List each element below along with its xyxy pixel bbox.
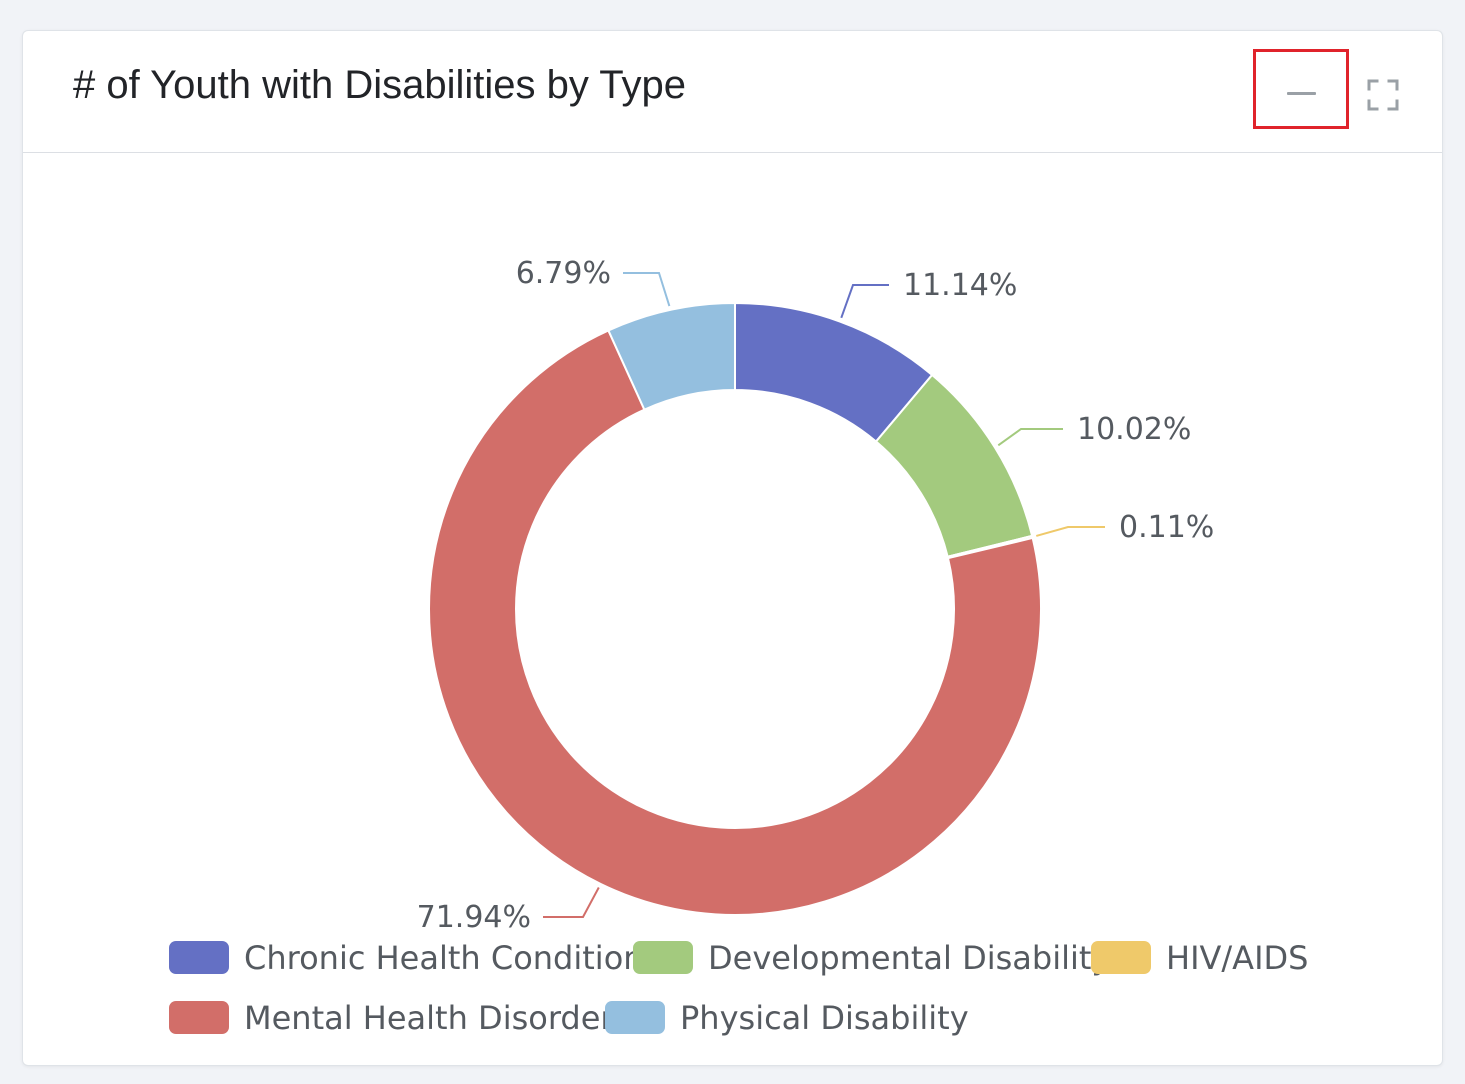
legend-swatch bbox=[633, 941, 693, 974]
legend-swatch bbox=[169, 941, 229, 974]
chart-card: # of Youth with Disabilities by Type 11.… bbox=[22, 30, 1443, 1066]
legend-item-mental-health-disorder[interactable]: Mental Health Disorder bbox=[169, 999, 614, 1037]
legend-item-developmental-disability[interactable]: Developmental Disability bbox=[633, 939, 1110, 977]
minimize-button[interactable] bbox=[1253, 49, 1349, 129]
card-header: # of Youth with Disabilities by Type bbox=[23, 31, 1442, 153]
data-label-mental-health-disorder: 71.94% bbox=[417, 900, 531, 935]
legend-item-chronic-health-condition[interactable]: Chronic Health Condition bbox=[169, 939, 644, 977]
legend-item-hiv-aids[interactable]: HIV/AIDS bbox=[1091, 939, 1308, 977]
legend-label: Developmental Disability bbox=[708, 939, 1110, 977]
leader-line-physical-disability bbox=[623, 272, 671, 307]
legend-label: HIV/AIDS bbox=[1166, 939, 1308, 977]
donut-chart: 11.14% 10.02% 0.11% 71.94% 6.79% Chronic Hea… bbox=[169, 256, 1308, 1037]
data-label-developmental-disability: 10.02% bbox=[1077, 412, 1191, 447]
data-label-physical-disability: 6.79% bbox=[516, 256, 611, 291]
leader-line-hiv-aids bbox=[1036, 526, 1105, 537]
slice-physical-disability[interactable] bbox=[607, 301, 736, 411]
legend-swatch bbox=[605, 1001, 665, 1034]
card-title: # of Youth with Disabilities by Type bbox=[73, 63, 686, 107]
data-label-hiv-aids: 0.11% bbox=[1119, 510, 1214, 545]
legend-label: Mental Health Disorder bbox=[244, 999, 614, 1037]
leader-line-chronic-health-condition bbox=[840, 284, 889, 319]
leader-line-developmental-disability bbox=[997, 428, 1063, 447]
leader-line-mental-health-disorder bbox=[543, 887, 600, 918]
fullscreen-button[interactable] bbox=[1363, 75, 1403, 115]
legend-item-physical-disability[interactable]: Physical Disability bbox=[605, 999, 969, 1037]
minimize-icon bbox=[1287, 92, 1316, 95]
fullscreen-icon bbox=[1367, 79, 1399, 111]
slice-mental-health-disorder[interactable] bbox=[427, 329, 1042, 917]
legend-swatch bbox=[1091, 941, 1151, 974]
legend-label: Physical Disability bbox=[680, 999, 969, 1037]
data-label-chronic-health-condition: 11.14% bbox=[903, 268, 1017, 303]
legend-swatch bbox=[169, 1001, 229, 1034]
legend-label: Chronic Health Condition bbox=[244, 939, 644, 977]
